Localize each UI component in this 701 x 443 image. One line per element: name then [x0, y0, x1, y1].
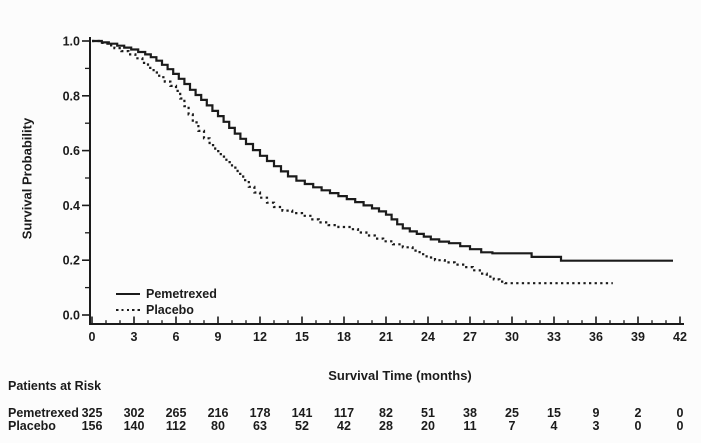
- survival-curve-pemetrexed: [92, 39, 673, 262]
- risk-count-placebo-m42: 0: [676, 418, 684, 433]
- risk-count-pemetrexed-m15: 141: [291, 406, 313, 420]
- patients-at-risk-title: Patients at Risk: [8, 379, 102, 393]
- risk-count-placebo-m0: 156: [81, 418, 103, 433]
- x-axis-tick-label: 21: [379, 330, 393, 344]
- x-axis-tick-label: 3: [131, 330, 138, 344]
- risk-count-placebo-m39: 0: [634, 418, 642, 433]
- risk-count-placebo-m6: 112: [165, 418, 187, 433]
- x-axis-tick-label: 27: [463, 330, 477, 344]
- legend-row-placebo: Placebo: [116, 302, 217, 318]
- risk-row-label-pemetrexed: Pemetrexed: [8, 406, 79, 420]
- x-axis-tick-label: 15: [295, 330, 309, 344]
- risk-count-placebo-m15: 52: [295, 418, 309, 433]
- risk-count-placebo-m9: 80: [211, 418, 225, 433]
- risk-count-placebo-m24: 20: [421, 418, 435, 433]
- risk-count-placebo-m21: 28: [379, 418, 393, 433]
- risk-count-pemetrexed-m21: 82: [379, 406, 393, 420]
- risk-count-pemetrexed-m9: 216: [207, 406, 229, 420]
- risk-count-placebo-m36: 3: [592, 418, 600, 433]
- risk-row-label-placebo: Placebo: [8, 418, 56, 433]
- x-axis-tick-label: 30: [505, 330, 519, 344]
- x-axis-tick-label: 0: [89, 330, 96, 344]
- solid-line-swatch: [116, 292, 140, 296]
- risk-count-pemetrexed-m39: 2: [634, 406, 642, 420]
- risk-count-placebo-m27: 11: [463, 418, 477, 433]
- risk-count-placebo-m12: 63: [253, 418, 267, 433]
- risk-count-placebo-m18: 42: [337, 418, 351, 433]
- legend-label-pemetrexed: Pemetrexed: [146, 287, 217, 301]
- risk-count-pemetrexed-m42: 0: [676, 406, 684, 420]
- y-axis-tick-label: 0.0: [63, 309, 80, 323]
- risk-count-pemetrexed-m3: 302: [123, 406, 145, 420]
- x-axis-tick-label: 18: [337, 330, 351, 344]
- x-axis-tick-label: 36: [589, 330, 603, 344]
- risk-count-pemetrexed-m0: 325: [81, 406, 103, 420]
- legend-row-pemetrexed: Pemetrexed: [116, 286, 217, 302]
- risk-count-pemetrexed-m33: 15: [547, 406, 561, 420]
- legend: Pemetrexed Placebo: [116, 286, 217, 318]
- risk-count-pemetrexed-m36: 9: [592, 406, 600, 420]
- y-axis-tick-label: 0.4: [63, 199, 80, 213]
- risk-count-placebo-m33: 4: [550, 418, 558, 433]
- risk-count-pemetrexed-m24: 51: [421, 406, 435, 420]
- risk-count-pemetrexed-m18: 117: [333, 406, 355, 420]
- y-axis-tick-label: 0.8: [63, 89, 80, 103]
- x-axis-tick-label: 24: [421, 330, 435, 344]
- dotted-line-swatch: [116, 308, 140, 312]
- x-axis-tick-label: 6: [173, 330, 180, 344]
- y-axis-tick-label: 0.2: [63, 254, 80, 268]
- legend-label-placebo: Placebo: [146, 303, 194, 317]
- survival-chart: 1.00.80.60.40.20.00 3 6 9 12 15 18 21 24 27 30 33 36…: [63, 35, 687, 345]
- risk-count-pemetrexed-m6: 265: [165, 406, 187, 420]
- risk-count-placebo-m3: 140: [123, 418, 145, 433]
- risk-count-pemetrexed-m12: 178: [249, 406, 271, 420]
- x-axis-tick-label: 33: [547, 330, 561, 344]
- y-axis-tick-label: 1.0: [63, 35, 80, 49]
- x-axis-title: Survival Time (months): [328, 368, 472, 383]
- survival-curve-placebo: [92, 39, 613, 285]
- x-axis-tick-label: 9: [215, 330, 222, 344]
- risk-count-pemetrexed-m27: 38: [463, 406, 477, 420]
- x-axis-tick-label: 42: [673, 330, 687, 344]
- risk-count-placebo-m30: 7: [508, 418, 516, 433]
- x-axis-tick-label: 39: [631, 330, 645, 344]
- x-axis-tick-label: 12: [253, 330, 267, 344]
- y-axis-title: Survival Probability: [19, 117, 35, 240]
- risk-count-pemetrexed-m30: 25: [505, 406, 519, 420]
- y-axis-tick-label: 0.6: [63, 144, 80, 158]
